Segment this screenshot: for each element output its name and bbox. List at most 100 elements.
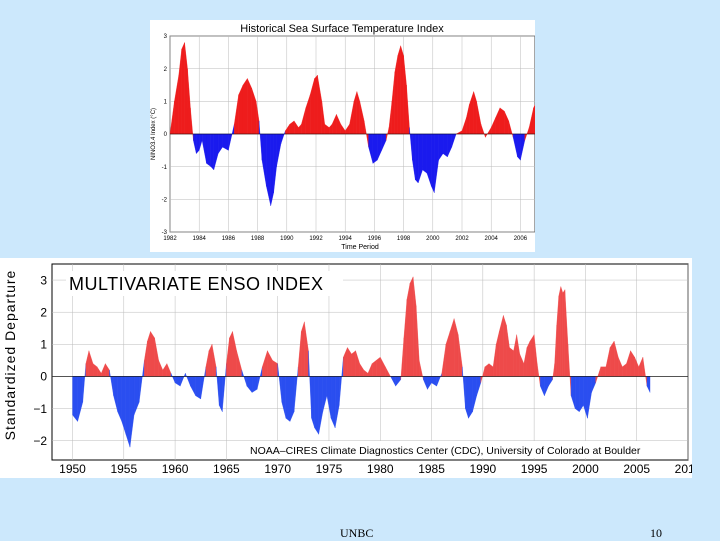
- negative-segment: [109, 370, 114, 396]
- positive-segment: [229, 331, 233, 377]
- negative-segment: [415, 133, 419, 184]
- negative-segment: [113, 376, 118, 412]
- mei-chart: Standardized Departure MULTIVARIATE ENSO…: [0, 258, 692, 478]
- positive-segment: [88, 350, 94, 377]
- negative-segment: [270, 133, 274, 206]
- positive-segment: [485, 126, 492, 138]
- positive-segment: [503, 315, 507, 377]
- negative-segment: [436, 373, 442, 387]
- y-tick-label: 0: [40, 370, 47, 384]
- negative-segment: [219, 376, 223, 412]
- positive-segment: [622, 363, 627, 377]
- negative-segment: [133, 376, 140, 416]
- negative-segment: [273, 133, 277, 193]
- positive-segment: [403, 55, 407, 135]
- negative-segment: [210, 133, 214, 171]
- positive-segment: [376, 356, 381, 377]
- x-tick-label: 1998: [397, 236, 411, 242]
- mei-title-box: [66, 271, 343, 296]
- negative-segment: [418, 133, 423, 184]
- positive-segment: [529, 107, 534, 135]
- negative-segment: [591, 376, 596, 393]
- negative-segment: [412, 133, 416, 180]
- positive-segment: [380, 357, 386, 377]
- positive-segment: [506, 325, 510, 377]
- positive-segment: [190, 107, 194, 141]
- positive-segment: [305, 94, 311, 135]
- positive-segment: [496, 331, 500, 377]
- positive-segment: [247, 78, 252, 135]
- negative-segment: [462, 366, 466, 409]
- negative-segment: [544, 376, 549, 396]
- negative-segment: [195, 376, 201, 400]
- positive-segment: [491, 117, 496, 135]
- negative-segment: [520, 133, 525, 161]
- negative-segment: [422, 133, 428, 174]
- positive-segment: [609, 340, 615, 377]
- x-tick-label: 1994: [339, 236, 353, 242]
- negative-segment: [330, 376, 336, 428]
- y-tick-label: -2: [162, 197, 168, 203]
- negative-segment: [276, 133, 282, 167]
- positive-segment: [169, 101, 175, 135]
- positive-segment: [533, 104, 535, 135]
- positive-segment: [504, 111, 509, 135]
- negative-segment: [190, 376, 196, 396]
- negative-segment: [139, 360, 145, 403]
- negative-segment: [199, 133, 203, 151]
- positive-segment: [208, 344, 213, 377]
- x-tick-label: 1955: [110, 462, 137, 476]
- negative-segment: [277, 363, 282, 403]
- negative-segment: [185, 373, 191, 387]
- positive-segment: [642, 357, 648, 387]
- x-tick-label: 1985: [418, 462, 445, 476]
- positive-segment: [355, 350, 360, 377]
- positive-segment: [154, 337, 159, 377]
- negative-segment: [314, 376, 319, 435]
- x-tick-label: 1980: [367, 462, 394, 476]
- positive-segment: [324, 123, 330, 135]
- positive-segment: [101, 363, 106, 377]
- x-tick-label: 2005: [623, 462, 650, 476]
- sst-index-chart: Historical Sea Surface Temperature Index…: [150, 20, 535, 252]
- negative-segment: [372, 133, 378, 164]
- positive-segment: [317, 75, 322, 135]
- positive-segment: [605, 347, 611, 377]
- positive-segment: [371, 360, 377, 377]
- footer-left-label: UNBC: [340, 526, 374, 540]
- positive-segment: [476, 101, 482, 135]
- negative-segment: [438, 133, 444, 161]
- positive-segment: [262, 350, 268, 377]
- x-tick-label: 1950: [59, 462, 86, 476]
- negative-segment: [222, 133, 229, 151]
- positive-segment: [600, 366, 607, 377]
- negative-segment: [390, 376, 396, 387]
- negative-segment: [280, 130, 286, 144]
- positive-segment: [174, 75, 179, 135]
- positive-segment: [403, 299, 408, 377]
- positive-segment: [416, 305, 420, 377]
- positive-segment: [242, 77, 248, 135]
- negative-segment: [431, 376, 437, 387]
- positive-segment: [529, 334, 535, 377]
- x-tick-label: 2010: [675, 462, 692, 476]
- positive-segment: [469, 91, 474, 135]
- positive-segment: [343, 347, 348, 377]
- negative-segment: [311, 376, 315, 428]
- positive-segment: [558, 286, 561, 377]
- positive-segment: [537, 363, 541, 387]
- negative-segment: [193, 133, 197, 154]
- negative-segment: [266, 133, 271, 206]
- mei-y-axis-label: Standardized Departure: [2, 270, 18, 441]
- negative-segment: [368, 133, 374, 164]
- positive-segment: [184, 42, 188, 135]
- negative-segment: [451, 133, 457, 148]
- positive-segment: [526, 341, 531, 377]
- negative-segment: [322, 376, 328, 412]
- sst-chart-title: Historical Sea Surface Temperature Index: [240, 23, 444, 35]
- y-tick-label: -3: [162, 230, 168, 236]
- positive-segment: [328, 123, 333, 135]
- y-tick-label: 2: [40, 305, 47, 319]
- positive-segment: [226, 337, 230, 377]
- negative-segment: [261, 133, 267, 187]
